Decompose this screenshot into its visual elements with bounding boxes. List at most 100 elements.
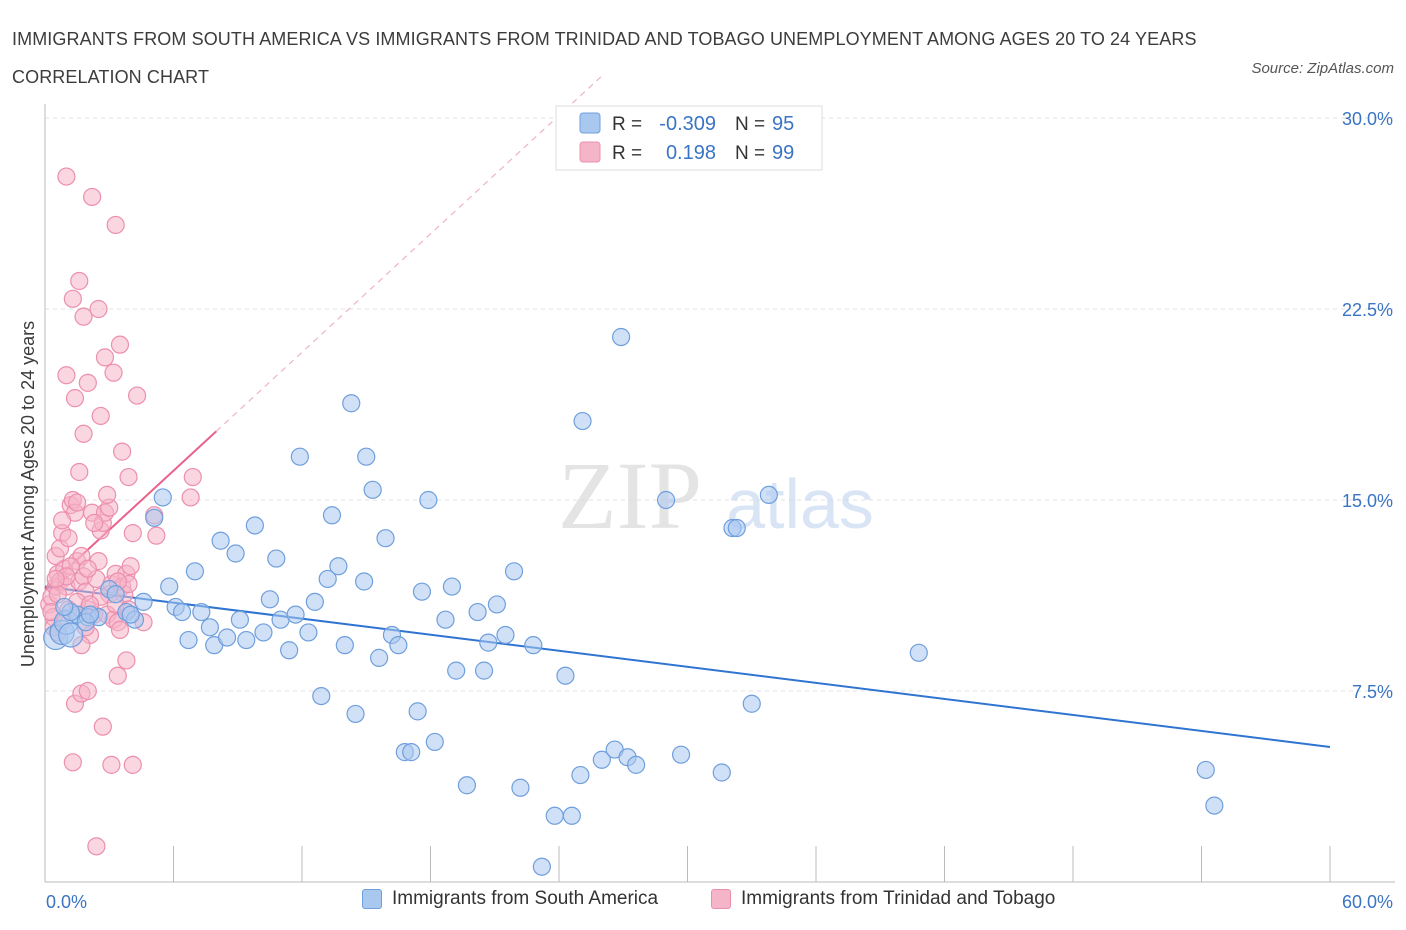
point-south-america (80, 605, 100, 624)
point-south-america (656, 490, 676, 510)
point-south-america (121, 605, 140, 624)
point-trinidad (78, 373, 97, 392)
point-south-america (153, 488, 172, 507)
point-trinidad (63, 289, 82, 308)
point-south-america (556, 666, 575, 685)
point-south-america (312, 686, 331, 706)
point-south-america (1196, 760, 1215, 780)
point-trinidad (123, 524, 142, 543)
point-south-america (442, 577, 462, 596)
point-south-america (286, 605, 305, 624)
point-trinidad (102, 755, 121, 774)
trend-line-trinidad-extension (215, 75, 603, 432)
point-south-america (436, 610, 455, 629)
series-legend: Immigrants from South America Immigrants… (0, 888, 1406, 916)
point-south-america (712, 763, 731, 782)
point-south-america (532, 857, 551, 876)
point-trinidad (98, 485, 117, 505)
point-trinidad (57, 167, 76, 186)
point-south-america (759, 485, 778, 505)
point-south-america (160, 577, 179, 596)
point-south-america (280, 641, 299, 660)
point-south-america (322, 506, 342, 525)
point-south-america (457, 776, 477, 795)
point-south-america (55, 597, 74, 617)
trend-line-south-america (44, 585, 1331, 749)
point-south-america (1205, 796, 1224, 815)
point-south-america (346, 704, 365, 724)
point-south-america (511, 778, 530, 797)
legend-r-value-pink: 0.198 (666, 142, 716, 164)
point-trinidad (121, 557, 140, 576)
trend-lines (44, 75, 1331, 749)
point-south-america (474, 661, 494, 680)
point-south-america (419, 490, 438, 510)
point-trinidad (46, 569, 65, 589)
point-trinidad (83, 187, 102, 207)
points-trinidad (40, 167, 202, 856)
legend-label-south-america: Immigrants from South America (392, 888, 659, 909)
x-tick-labels: 0.0% 60.0% (46, 892, 1393, 912)
point-south-america (425, 732, 444, 752)
point-trinidad (59, 529, 78, 548)
point-south-america (376, 529, 395, 548)
point-trinidad (74, 424, 93, 443)
point-trinidad (119, 467, 138, 487)
point-south-america (573, 411, 592, 431)
watermark-atlas: atlas (726, 465, 874, 543)
point-south-america (217, 628, 237, 647)
legend-item-trinidad[interactable]: Immigrants from Trinidad and Tobago (711, 888, 1055, 910)
point-south-america (106, 585, 125, 604)
watermark: ZIP atlas (558, 442, 874, 549)
point-south-america (479, 633, 498, 652)
point-south-america (172, 602, 192, 622)
point-south-america (200, 618, 220, 637)
point-trinidad (57, 366, 76, 385)
legend-item-south-america[interactable]: Immigrants from South America (362, 888, 658, 910)
legend-swatch-south-america (362, 889, 382, 909)
y-tick-label: 15.0% (1342, 491, 1393, 511)
legend-label-trinidad: Immigrants from Trinidad and Tobago (741, 888, 1056, 909)
y-tick-label: 30.0% (1342, 109, 1393, 129)
point-south-america (524, 636, 543, 655)
legend-n-label-blue: N = (735, 114, 765, 135)
chart-title: IMMIGRANTS FROM SOUTH AMERICA VS IMMIGRA… (12, 29, 1197, 87)
y-axis-label: Unemployment Among Ages 20 to 24 years (18, 321, 38, 667)
point-south-america (357, 447, 376, 466)
x-tick-label: 60.0% (1342, 892, 1393, 912)
stats-legend: R = -0.309 N = 95 R = 0.198 N = 99 (555, 105, 823, 171)
point-trinidad (183, 467, 202, 487)
point-trinidad (53, 511, 72, 530)
y-tick-label: 22.5% (1342, 300, 1393, 320)
point-south-america (267, 549, 286, 568)
point-south-america (318, 569, 337, 589)
point-south-america (447, 661, 466, 680)
legend-r-value-blue: -0.309 (659, 113, 716, 135)
point-south-america (134, 592, 153, 611)
point-south-america (145, 508, 164, 527)
legend-r-label-blue: R = (612, 114, 642, 135)
point-south-america (230, 610, 249, 629)
point-trinidad (112, 442, 132, 461)
point-trinidad (93, 717, 112, 736)
point-south-america (612, 327, 631, 347)
point-south-america (355, 572, 374, 591)
point-south-america (226, 544, 245, 563)
x-tick-label: 0.0% (46, 892, 87, 912)
point-trinidad (91, 406, 110, 426)
point-trinidad (70, 462, 89, 482)
point-trinidad (78, 559, 97, 578)
point-trinidad (95, 348, 115, 367)
legend-swatch-trinidad (711, 889, 731, 909)
point-trinidad (127, 386, 147, 405)
legend-n-value-pink: 99 (772, 142, 794, 164)
point-trinidad (104, 363, 123, 382)
points-south-america (43, 327, 1224, 876)
y-tick-labels: 7.5% 15.0% 22.5% 30.0% (1342, 109, 1393, 702)
point-south-america (408, 702, 427, 721)
point-trinidad (78, 681, 97, 701)
point-trinidad (65, 389, 85, 408)
point-trinidad (181, 488, 200, 507)
point-south-america (909, 643, 928, 662)
